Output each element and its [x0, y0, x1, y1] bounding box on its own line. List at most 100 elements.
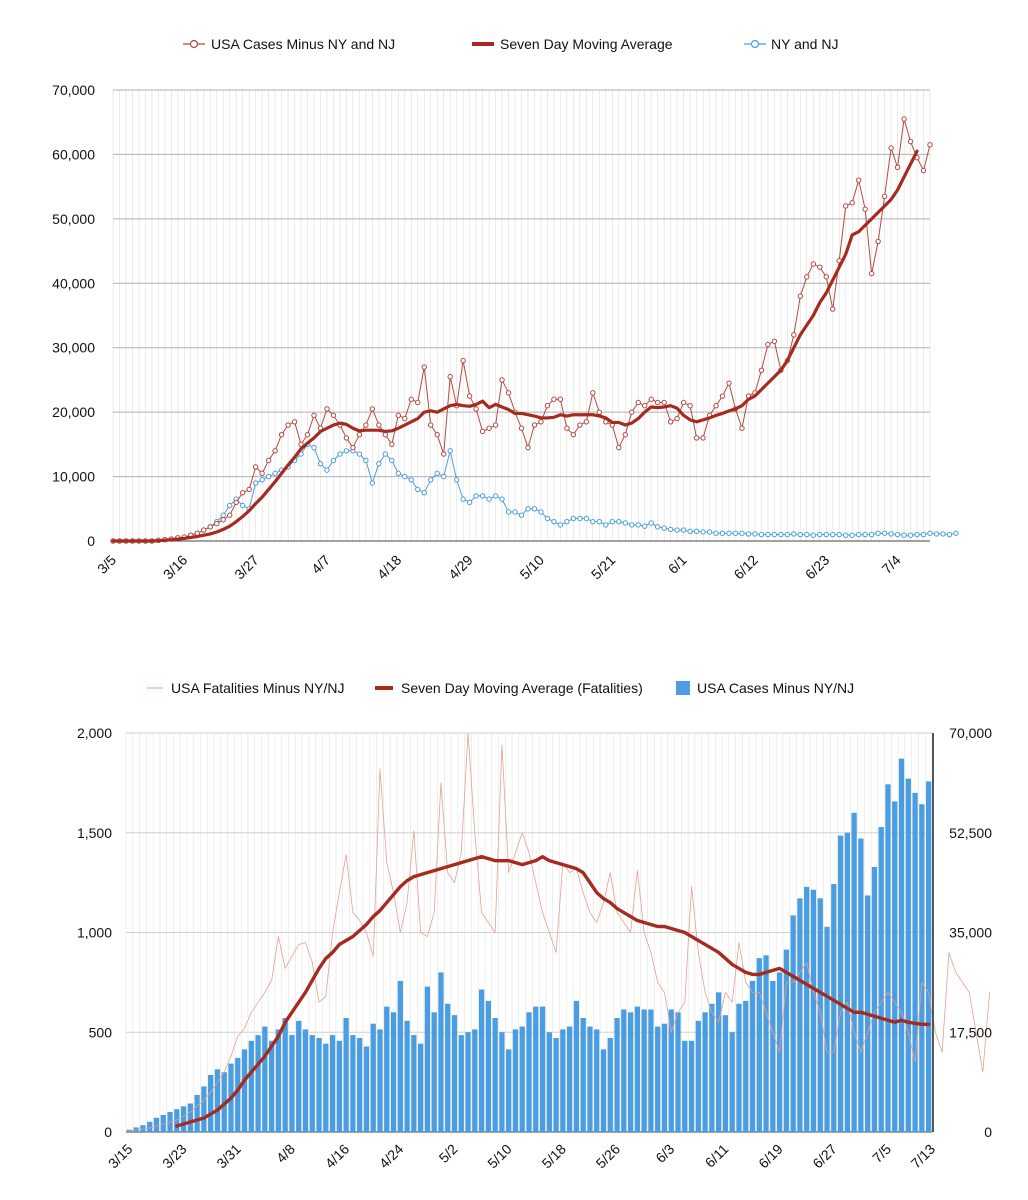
ny-nj-point — [687, 528, 693, 535]
ny-nj-point — [843, 532, 849, 538]
ny-nj-point — [382, 451, 389, 457]
cases-bar — [417, 1043, 424, 1132]
x-tick-label: 5/21 — [588, 552, 619, 583]
cases-bar — [174, 1109, 180, 1132]
cases-bar — [831, 884, 837, 1132]
ny-nj-point — [408, 477, 414, 483]
cases-minus-ny-nj-point — [771, 338, 778, 344]
cases-bar — [722, 1015, 729, 1132]
cases-bar — [702, 1012, 708, 1132]
fatalities-chart-x-axis: 3/15 3/23 3/31 4/8 4/16 4/24 5/2 5/10 5/18 5/26 6/… — [105, 1141, 938, 1172]
cases-minus-ny-nj-point — [791, 332, 797, 338]
x-tick-label: 6/27 — [809, 1141, 840, 1172]
cases-minus-ny-nj-point — [466, 393, 473, 399]
cases-bar — [858, 838, 864, 1132]
ny-nj-point — [421, 489, 427, 496]
cases-bar — [539, 1006, 546, 1132]
ny-nj-point — [719, 530, 726, 536]
ny-nj-point — [252, 480, 259, 486]
cases-minus-ny-nj-point — [616, 444, 622, 451]
cases-minus-ny-nj-point — [356, 431, 363, 438]
ny-nj-point — [596, 518, 603, 525]
ny-nj-point — [667, 526, 674, 533]
ny-nj-point — [641, 523, 648, 529]
cases-bar — [688, 1040, 695, 1132]
cases-bar — [824, 926, 830, 1132]
cases-minus-ny-nj-point — [440, 451, 447, 457]
ny-nj-point — [259, 477, 265, 483]
cases-bar — [851, 812, 857, 1132]
y-tick-label: 10,000 — [52, 469, 95, 485]
cases-minus-ny-nj-point — [486, 425, 492, 431]
cases-bar — [214, 1069, 221, 1132]
ny-nj-point — [804, 531, 810, 538]
ny-nj-point — [700, 529, 706, 535]
cases-minus-ny-nj-point — [233, 499, 239, 506]
fatalities-chart-right-axis: 0 17,500 35,000 52,500 70,000 — [932, 725, 992, 1140]
cases-bar — [512, 1029, 519, 1132]
ny-nj-point — [570, 515, 577, 522]
cases-bar — [878, 827, 884, 1132]
cases-bar — [763, 955, 769, 1132]
y-tick-label: 30,000 — [52, 340, 95, 356]
cases-bar — [600, 1049, 607, 1132]
cases-bar — [648, 1009, 654, 1132]
ny-nj-point — [499, 496, 505, 502]
x-tick-label: 4/16 — [322, 1141, 353, 1172]
cases-minus-ny-nj-point — [680, 399, 687, 406]
cases-bar — [756, 958, 762, 1132]
ny-nj-point — [739, 530, 745, 536]
cases-minus-ny-nj-point — [343, 435, 350, 441]
cases-bar — [458, 1035, 464, 1132]
x-tick-label: 5/10 — [484, 1141, 515, 1172]
ny-nj-point — [389, 457, 395, 464]
cases-minus-ny-nj-point — [291, 419, 298, 425]
cases-bar — [390, 1012, 397, 1132]
ny-nj-point — [706, 529, 713, 535]
cases-minus-ny-nj-point — [648, 396, 654, 402]
ny-nj-point — [784, 531, 791, 538]
ny-nj-point — [862, 531, 868, 538]
cases-minus-ny-nj-point — [758, 367, 765, 373]
ny-nj-point — [713, 530, 719, 536]
cases-minus-ny-nj-point — [369, 406, 376, 412]
ny-nj-point — [868, 531, 875, 538]
cases-bar — [519, 1026, 525, 1132]
x-tick-label: 4/18 — [374, 552, 405, 583]
ny-nj-point — [447, 448, 453, 454]
cases-bar — [350, 1035, 356, 1132]
cases-bar — [343, 1018, 349, 1132]
cases-chart: USA Cases Minus NY and NJ Seven Day Movi… — [52, 36, 959, 583]
cases-minus-ny-nj-point — [285, 422, 291, 428]
cases-bar — [296, 1020, 302, 1132]
x-tick-label: 7/5 — [869, 1141, 894, 1166]
cases-bar — [573, 1000, 580, 1132]
cases-minus-ny-nj-point — [207, 524, 213, 530]
ny-nj-point — [810, 532, 816, 538]
cases-minus-ny-nj-point — [927, 142, 933, 148]
cases-minus-ny-nj-point — [719, 393, 726, 399]
cases-bar — [424, 986, 431, 1132]
x-tick-label: 3/31 — [213, 1141, 244, 1172]
cases-bar — [282, 1018, 288, 1132]
cases-minus-ny-nj-point — [622, 431, 628, 438]
cases-bar — [289, 1035, 295, 1132]
fatalities-chart: USA Fatalities Minus NY/NJ Seven Day Mov… — [77, 680, 992, 1171]
cases-bar — [668, 1009, 674, 1132]
ny-nj-point — [525, 506, 531, 512]
ny-nj-point — [369, 480, 376, 486]
cases-bar — [770, 980, 776, 1132]
cases-bar — [438, 972, 444, 1132]
ny-nj-point — [603, 522, 609, 528]
cases-bar — [404, 1020, 410, 1132]
cases-bar — [837, 835, 844, 1132]
cases-bar — [377, 1029, 383, 1132]
cases-bar — [655, 1026, 661, 1132]
ny-nj-point — [317, 460, 324, 467]
cases-bar — [384, 1006, 390, 1132]
ny-nj-point — [518, 512, 525, 518]
cases-bar — [743, 1000, 749, 1132]
cases-minus-ny-nj-point — [881, 193, 888, 200]
cases-bar — [729, 1032, 735, 1132]
ny-nj-point — [855, 531, 862, 538]
